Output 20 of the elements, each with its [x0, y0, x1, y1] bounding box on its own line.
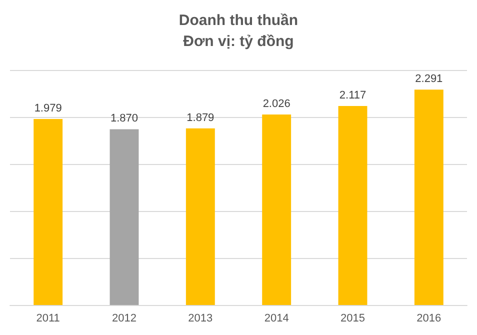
x-tick-label: 2015	[340, 312, 365, 324]
data-label: 2.291	[415, 73, 443, 86]
data-label: 1.879	[186, 112, 214, 124]
bar	[110, 129, 139, 305]
bar	[414, 90, 444, 305]
x-tick-label: 2014	[264, 312, 289, 324]
data-label: 2.026	[262, 98, 290, 110]
x-tick-label: 2013	[188, 312, 213, 324]
bar	[338, 106, 368, 305]
x-tick-label: 2016	[416, 312, 442, 324]
data-label: 1.979	[34, 102, 62, 114]
chart-title: Doanh thu thuần	[178, 12, 298, 29]
chart-subtitle: Đơn vị: tỷ đồng	[183, 33, 294, 50]
x-tick-label: 2012	[112, 312, 136, 324]
bar	[262, 114, 292, 305]
x-tick-label: 2011	[36, 312, 60, 324]
bar	[34, 118, 63, 305]
data-label: 2.117	[339, 90, 366, 102]
bar	[186, 128, 215, 305]
data-label: 1.870	[110, 112, 138, 125]
